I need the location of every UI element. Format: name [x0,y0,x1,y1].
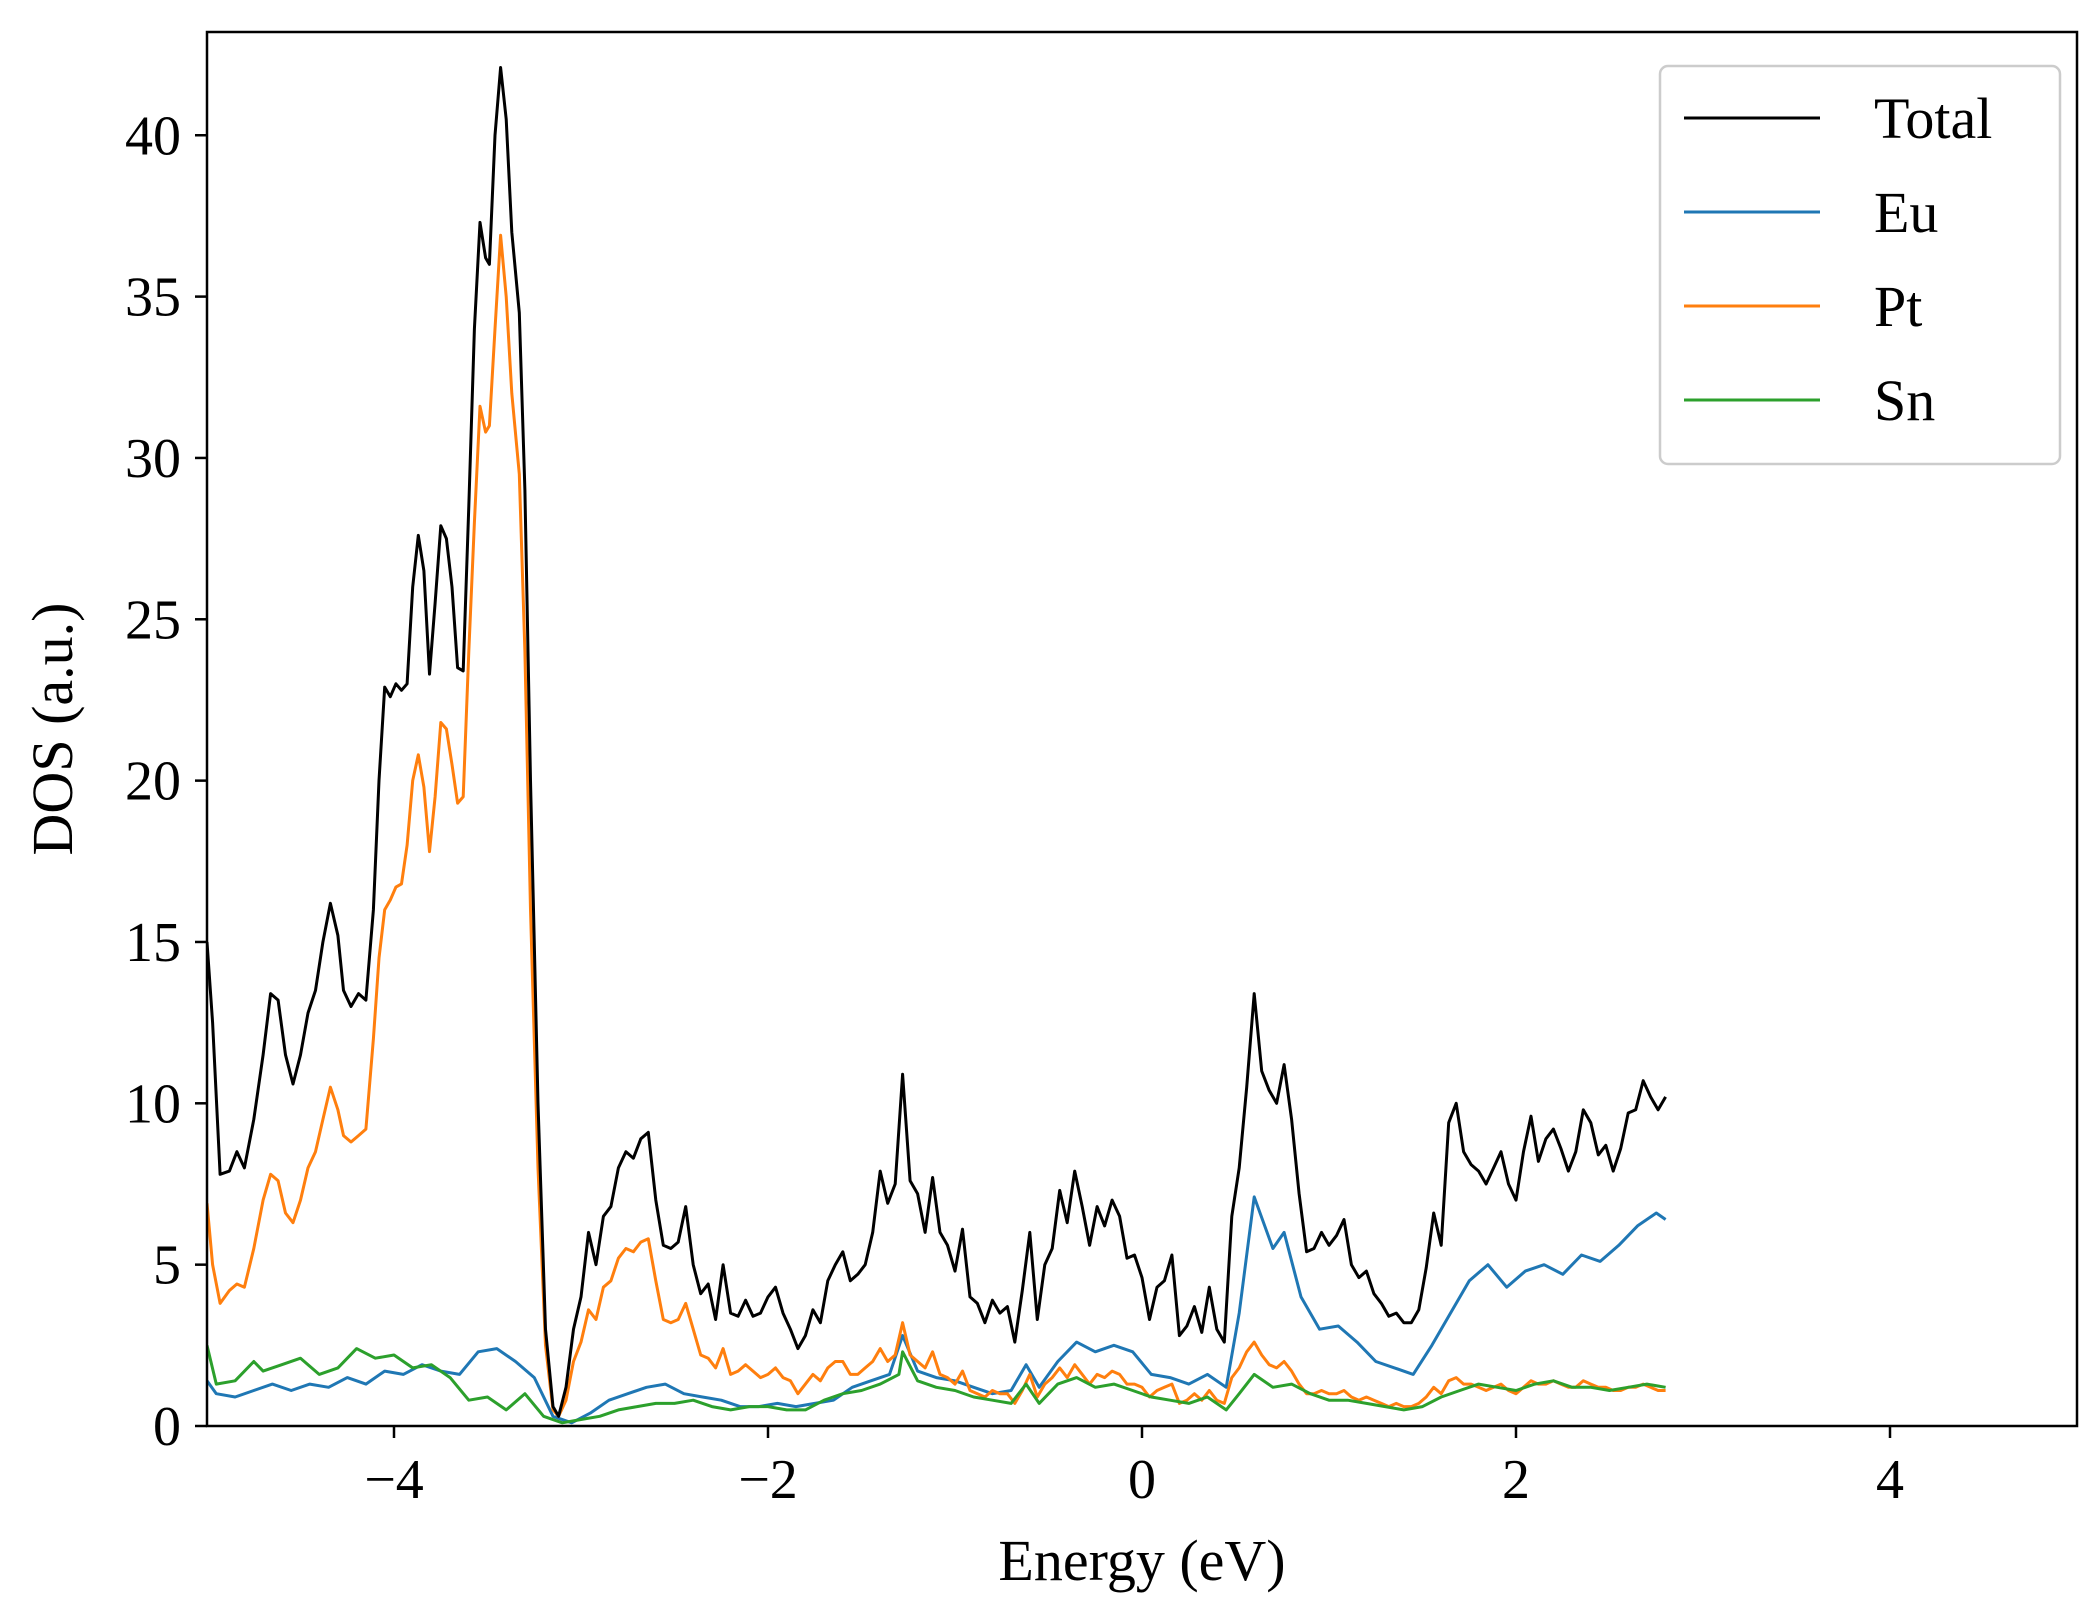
y-axis-ticks: 0 5 10 15 20 25 30 35 40 [125,105,207,1458]
series-line-total [207,66,1667,1418]
x-tick-label: 4 [1876,1449,1904,1511]
series-line-sn [207,1344,1666,1425]
y-tick-label: 30 [125,428,181,490]
series-line-pt [207,233,1666,1418]
x-tick-label: −2 [738,1449,798,1511]
legend-label-total: Total [1874,86,1992,151]
y-axis-label: DOS (a.u.) [20,603,85,856]
x-tick-label: 0 [1128,1449,1156,1511]
series-line-eu [207,1195,1667,1425]
x-axis-label: Energy (eV) [998,1528,1285,1593]
legend-label-sn: Sn [1874,368,1935,433]
x-tick-label: 2 [1502,1449,1530,1511]
legend-label-eu: Eu [1874,180,1938,245]
x-tick-label: −4 [364,1449,424,1511]
legend-box [1658,64,2062,466]
y-tick-label: 40 [125,105,181,167]
y-tick-label: 20 [125,751,181,813]
x-axis-ticks: −4 −2 0 2 4 [364,1426,1904,1511]
series-layer [207,66,1667,1425]
y-tick-label: 25 [125,589,181,651]
y-tick-label: 15 [125,912,181,974]
y-tick-label: 5 [153,1235,181,1297]
legend: Total Eu Pt Sn [1658,64,2062,466]
legend-label-pt: Pt [1874,274,1922,339]
y-tick-label: 0 [153,1396,181,1458]
y-tick-label: 10 [125,1073,181,1135]
y-tick-label: 35 [125,267,181,329]
